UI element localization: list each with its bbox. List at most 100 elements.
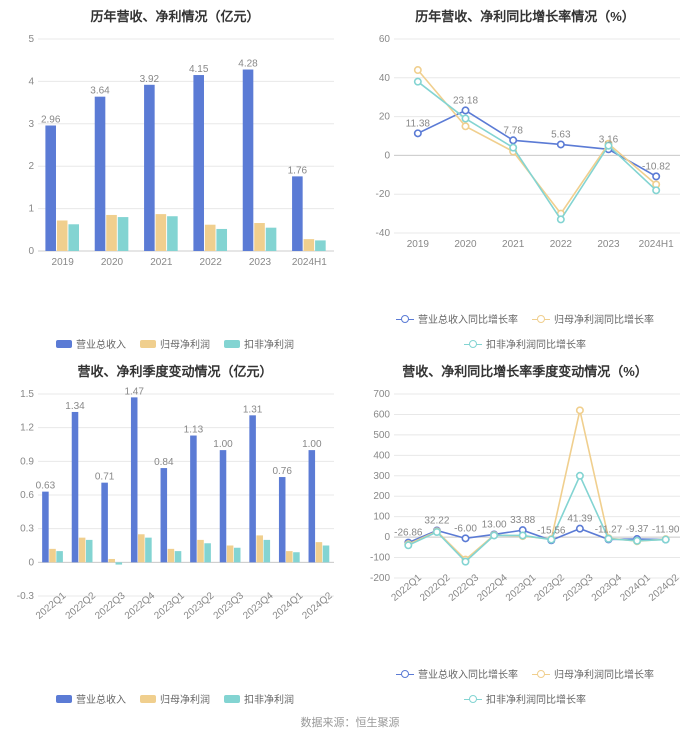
svg-text:2020: 2020 (101, 257, 124, 268)
svg-text:0: 0 (28, 557, 34, 568)
bar-chart: 0123452.9620193.6420203.9220214.1520224.… (10, 31, 340, 271)
panel-annual-values: 历年营收、净利情况（亿元） 0123452.9620193.6420203.92… (0, 0, 350, 355)
svg-text:-9.37: -9.37 (626, 524, 649, 535)
legend-swatch-icon (224, 695, 240, 703)
svg-text:-15.56: -15.56 (537, 525, 566, 536)
svg-text:5.63: 5.63 (551, 129, 571, 140)
svg-text:0.63: 0.63 (36, 481, 56, 492)
svg-text:1: 1 (28, 204, 34, 215)
svg-text:0.3: 0.3 (20, 524, 34, 535)
svg-text:2022: 2022 (200, 257, 223, 268)
svg-text:-6.00: -6.00 (454, 523, 477, 534)
legend-label: 营业总收入 (76, 691, 126, 706)
legend-marker-icon (532, 314, 550, 324)
svg-text:40: 40 (379, 73, 391, 84)
legend-item: 营业总收入 (56, 336, 126, 351)
svg-text:20: 20 (379, 112, 391, 123)
legend-item: 营业总收入 (56, 691, 126, 706)
svg-text:0.84: 0.84 (154, 457, 174, 468)
svg-text:1.31: 1.31 (243, 404, 263, 415)
svg-text:1.5: 1.5 (20, 389, 34, 400)
svg-text:-0.3: -0.3 (17, 591, 35, 602)
legend-item: 扣非净利润 (224, 336, 294, 351)
svg-text:700: 700 (373, 389, 390, 400)
svg-text:0: 0 (384, 532, 390, 543)
chart-area: -0.300.30.60.91.21.50.632022Q11.342022Q2… (10, 386, 340, 687)
svg-text:2022Q1: 2022Q1 (390, 572, 425, 604)
svg-text:4.28: 4.28 (238, 59, 258, 70)
svg-text:2024H1: 2024H1 (639, 239, 674, 250)
legend-swatch-icon (56, 340, 72, 348)
svg-text:-11.90: -11.90 (652, 525, 680, 536)
svg-text:0: 0 (384, 150, 390, 161)
legend-item: 扣非净利润同比增长率 (464, 691, 586, 706)
svg-text:2022Q1: 2022Q1 (34, 590, 69, 622)
legend: 营业总收入同比增长率归母净利润同比增长率扣非净利润同比增长率 (360, 311, 690, 351)
chart-area: -40-20020406011.3823.187.785.633.16-10.8… (360, 31, 690, 307)
svg-text:2023: 2023 (249, 257, 272, 268)
svg-text:-11.27: -11.27 (595, 524, 623, 535)
legend-item: 归母净利润 (140, 691, 210, 706)
legend-swatch-icon (140, 340, 156, 348)
svg-text:2023Q4: 2023Q4 (241, 590, 276, 622)
svg-text:-200: -200 (370, 573, 390, 584)
legend-item: 营业总收入同比增长率 (396, 311, 518, 326)
legend-marker-icon (396, 669, 414, 679)
svg-text:1.00: 1.00 (302, 439, 322, 450)
legend-marker-icon (396, 314, 414, 324)
svg-text:100: 100 (373, 512, 390, 523)
legend-label: 扣非净利润 (244, 691, 294, 706)
svg-text:1.2: 1.2 (20, 423, 34, 434)
svg-text:2023Q1: 2023Q1 (152, 590, 187, 622)
svg-text:2023Q1: 2023Q1 (504, 572, 539, 604)
svg-text:5: 5 (28, 34, 34, 45)
legend-swatch-icon (224, 340, 240, 348)
panel-title: 营收、净利季度变动情况（亿元） (10, 361, 340, 380)
legend-item: 归母净利润同比增长率 (532, 666, 654, 681)
svg-text:32.22: 32.22 (424, 516, 449, 527)
svg-text:2021: 2021 (502, 239, 525, 250)
svg-text:300: 300 (373, 471, 390, 482)
panel-quarterly-values: 营收、净利季度变动情况（亿元） -0.300.30.60.91.21.50.63… (0, 355, 350, 710)
legend-swatch-icon (140, 695, 156, 703)
svg-text:2024H1: 2024H1 (292, 257, 327, 268)
svg-text:2023Q2: 2023Q2 (182, 590, 217, 622)
legend-item: 归母净利润同比增长率 (532, 311, 654, 326)
svg-text:2022: 2022 (550, 239, 573, 250)
svg-text:2021: 2021 (150, 257, 173, 268)
svg-text:41.39: 41.39 (567, 514, 592, 525)
svg-text:-100: -100 (370, 553, 390, 564)
svg-text:2022Q3: 2022Q3 (447, 572, 482, 604)
legend-marker-icon (464, 339, 482, 349)
svg-text:2024Q2: 2024Q2 (300, 590, 335, 622)
panel-annual-growth: 历年营收、净利同比增长率情况（%） -40-20020406011.3823.1… (350, 0, 700, 355)
legend-label: 归母净利润同比增长率 (554, 666, 654, 681)
panel-quarterly-growth: 营收、净利同比增长率季度变动情况（%） -200-100010020030040… (350, 355, 700, 710)
legend-marker-icon (532, 669, 550, 679)
svg-text:2.96: 2.96 (41, 114, 61, 125)
bar-chart: -0.300.30.60.91.21.50.632022Q11.342022Q2… (10, 386, 340, 636)
svg-text:-10.82: -10.82 (642, 161, 671, 172)
svg-text:2024Q1: 2024Q1 (271, 590, 306, 622)
svg-text:3.16: 3.16 (599, 134, 619, 145)
legend-label: 归母净利润同比增长率 (554, 311, 654, 326)
svg-text:2023Q3: 2023Q3 (212, 590, 247, 622)
panel-title: 营收、净利同比增长率季度变动情况（%） (360, 361, 690, 380)
svg-text:2022Q4: 2022Q4 (475, 572, 510, 604)
svg-text:2020: 2020 (454, 239, 477, 250)
chart-area: -200-1000100200300400500600700-26.8632.2… (360, 386, 690, 662)
svg-text:60: 60 (379, 34, 391, 45)
svg-text:200: 200 (373, 491, 390, 502)
legend-swatch-icon (56, 695, 72, 703)
svg-text:2022Q4: 2022Q4 (123, 590, 158, 622)
chart-grid: 历年营收、净利情况（亿元） 0123452.9620193.6420203.92… (0, 0, 700, 710)
svg-text:23.18: 23.18 (453, 95, 478, 106)
svg-text:2023Q3: 2023Q3 (561, 572, 596, 604)
svg-text:2023Q2: 2023Q2 (533, 572, 568, 604)
svg-text:13.00: 13.00 (482, 519, 507, 530)
chart-area: 0123452.9620193.6420203.9220214.1520224.… (10, 31, 340, 332)
svg-text:2024Q2: 2024Q2 (647, 572, 682, 604)
panel-title: 历年营收、净利情况（亿元） (10, 6, 340, 25)
legend-label: 归母净利润 (160, 336, 210, 351)
svg-text:1.76: 1.76 (288, 165, 308, 176)
